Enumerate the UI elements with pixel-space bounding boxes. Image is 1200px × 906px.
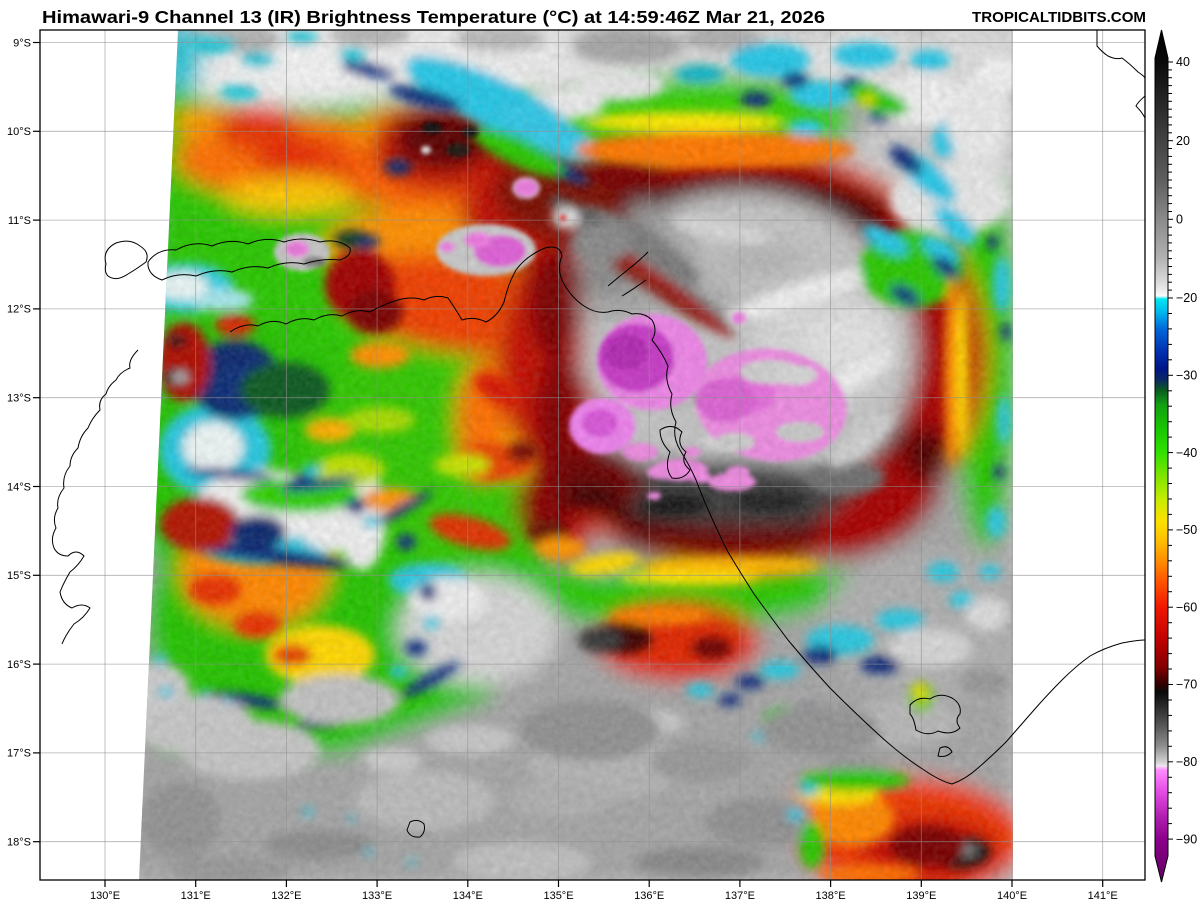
svg-text:135°E: 135°E [543,890,573,902]
svg-text:136°E: 136°E [634,890,664,902]
svg-text:138°E: 138°E [816,890,846,902]
svg-text:12°S: 12°S [7,304,31,316]
svg-text:131°E: 131°E [181,890,211,902]
svg-text:133°E: 133°E [362,890,392,902]
svg-text:17°S: 17°S [7,748,31,760]
svg-text:140°E: 140°E [997,890,1027,902]
svg-text:−30: −30 [1176,369,1197,383]
svg-text:16°S: 16°S [7,659,31,671]
svg-text:−70: −70 [1176,678,1197,692]
svg-text:Himawari-9 Channel 13 (IR) Bri: Himawari-9 Channel 13 (IR) Brightness Te… [42,7,825,27]
svg-text:134°E: 134°E [453,890,483,902]
svg-text:137°E: 137°E [725,890,755,902]
svg-text:141°E: 141°E [1088,890,1118,902]
svg-text:0: 0 [1176,213,1183,227]
svg-text:20: 20 [1176,134,1190,148]
svg-text:139°E: 139°E [906,890,936,902]
svg-text:132°E: 132°E [271,890,301,902]
svg-text:−50: −50 [1176,523,1197,537]
svg-text:10°S: 10°S [7,126,31,138]
svg-text:TROPICALTIDBITS.COM: TROPICALTIDBITS.COM [972,9,1146,26]
svg-text:13°S: 13°S [7,393,31,405]
svg-text:−40: −40 [1176,446,1197,460]
svg-text:40: 40 [1176,55,1190,69]
svg-text:−90: −90 [1176,832,1197,846]
svg-text:9°S: 9°S [13,37,31,49]
svg-text:−20: −20 [1176,291,1197,305]
svg-text:15°S: 15°S [7,570,31,582]
svg-text:−80: −80 [1176,755,1197,769]
svg-text:−60: −60 [1176,600,1197,614]
svg-text:14°S: 14°S [7,481,31,493]
svg-text:18°S: 18°S [7,837,31,849]
svg-text:11°S: 11°S [8,215,31,227]
svg-text:130°E: 130°E [90,890,120,902]
